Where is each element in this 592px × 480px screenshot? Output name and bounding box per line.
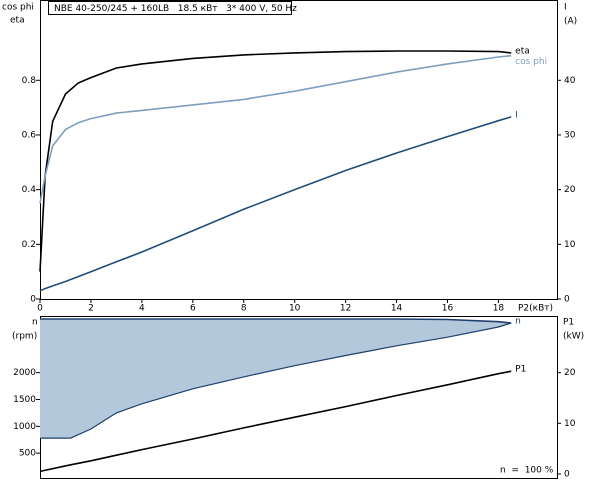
y2-axis-label: (A) [564, 17, 577, 27]
y-tick-label: 0 [30, 295, 36, 305]
y-tick-label: 0.2 [22, 240, 36, 250]
series-label: eta [515, 46, 530, 56]
x-axis-label: P2(кВт) [518, 304, 553, 314]
x-tick-label: 4 [139, 304, 145, 314]
y-tick-label: 2000 [13, 368, 36, 378]
y-tick-label: 0.8 [22, 76, 37, 86]
y-axis-label: cos phi [2, 3, 34, 13]
x-tick-label: 12 [340, 304, 351, 314]
x-tick-label: 18 [493, 304, 505, 314]
y2-axis-label: I [564, 3, 567, 13]
y2-axis-label: (kW) [563, 332, 584, 342]
x-tick-label: 2 [88, 304, 94, 314]
annotation: n = 100 % [500, 466, 554, 476]
y-axis-label: (rpm) [12, 332, 37, 342]
y-tick-label: 1500 [13, 395, 36, 405]
y-axis-label: n [32, 318, 38, 328]
series-label: cos phi [515, 57, 547, 67]
x-tick-label: 6 [190, 304, 196, 314]
series-label: I [515, 110, 518, 120]
series-label: P1 [515, 365, 526, 375]
y2-tick-label: 20 [564, 185, 576, 195]
range-area [40, 319, 512, 439]
y-axis-label: eta [10, 16, 25, 26]
series-label: n [515, 317, 521, 327]
y-tick-label: 1000 [13, 422, 36, 432]
y2-tick-label: 10 [564, 419, 576, 429]
y2-tick-label: 10 [564, 240, 576, 250]
line [40, 318, 512, 324]
y2-tick-label: 0 [564, 295, 570, 305]
line [39, 50, 512, 272]
x-tick-label: 0 [37, 304, 43, 314]
x-tick-label: 10 [289, 304, 301, 314]
chart-title: NBE 40-250/245 + 160LB 18.5 кВт 3* 400 V… [54, 4, 297, 14]
y-tick-label: 0.4 [22, 185, 37, 195]
x-tick-label: 8 [241, 304, 247, 314]
x-tick-label: 14 [391, 304, 403, 314]
y2-axis-label: P1 [563, 318, 574, 328]
y-tick-label: 0.6 [22, 130, 37, 140]
line [39, 54, 512, 204]
y2-tick-label: 30 [564, 130, 576, 140]
y-tick-label: 500 [19, 449, 36, 459]
y2-tick-label: 20 [564, 368, 576, 378]
line-lower [40, 322, 512, 439]
y2-tick-label: 40 [564, 76, 576, 86]
y2-tick-label: 0 [564, 469, 570, 479]
line [39, 370, 512, 473]
x-tick-label: 16 [442, 304, 454, 314]
title-box [48, 1, 292, 15]
line [39, 116, 512, 292]
top-plot-frame [40, 0, 558, 300]
